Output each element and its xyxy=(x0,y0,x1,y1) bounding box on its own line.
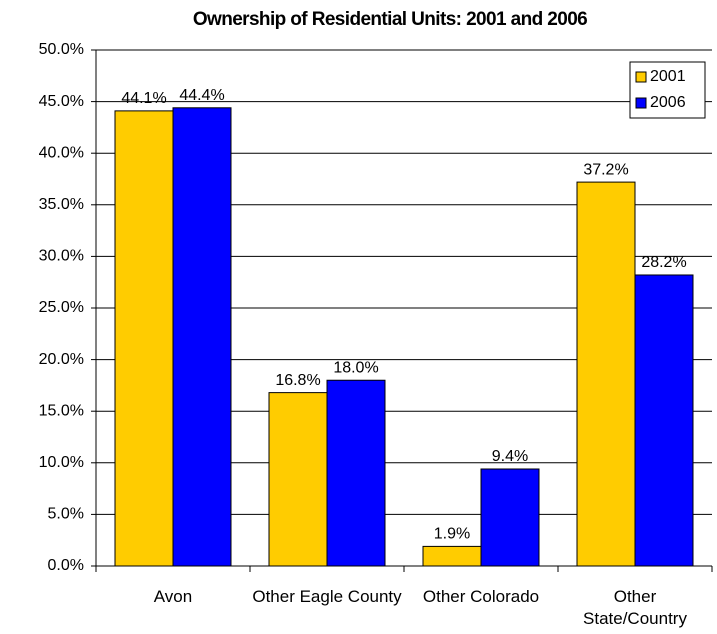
data-label: 44.4% xyxy=(179,87,224,104)
y-tick-label: 15.0% xyxy=(39,402,84,419)
data-label: 28.2% xyxy=(641,254,686,271)
data-label: 9.4% xyxy=(492,448,528,465)
bar xyxy=(268,392,328,567)
data-label: 37.2% xyxy=(583,161,628,178)
data-label: 16.8% xyxy=(275,372,320,389)
y-tick-label: 35.0% xyxy=(39,196,84,213)
bar xyxy=(114,110,174,567)
legend-swatch xyxy=(635,97,647,109)
y-tick-label: 50.0% xyxy=(39,41,84,58)
legend-label: 2006 xyxy=(650,94,686,111)
y-tick-label: 0.0% xyxy=(48,557,84,574)
x-tick-label: Other Eagle County xyxy=(252,587,402,606)
data-label: 18.0% xyxy=(333,359,378,376)
x-tick-label: Avon xyxy=(153,587,193,606)
y-tick-label: 25.0% xyxy=(39,299,84,316)
bar xyxy=(422,545,482,567)
y-tick-label: 20.0% xyxy=(39,351,84,368)
bar xyxy=(326,379,386,567)
bar xyxy=(634,274,694,567)
data-label: 44.1% xyxy=(121,90,166,107)
x-tick-label: Other State/Country xyxy=(583,587,687,628)
bar xyxy=(576,181,636,567)
legend-swatch xyxy=(635,71,647,83)
x-tick-label: Other Colorado xyxy=(422,587,540,606)
bar xyxy=(172,107,232,567)
legend-label: 2001 xyxy=(650,68,686,85)
y-tick-label: 10.0% xyxy=(39,454,84,471)
y-tick-label: 45.0% xyxy=(39,93,84,110)
y-tick-label: 5.0% xyxy=(48,506,84,523)
y-tick-label: 30.0% xyxy=(39,248,84,265)
chart-title: Ownership of Residential Units: 2001 and… xyxy=(193,9,587,30)
data-label: 1.9% xyxy=(434,526,470,543)
legend-box xyxy=(629,61,706,119)
bar xyxy=(480,468,540,567)
y-tick-label: 40.0% xyxy=(39,144,84,161)
